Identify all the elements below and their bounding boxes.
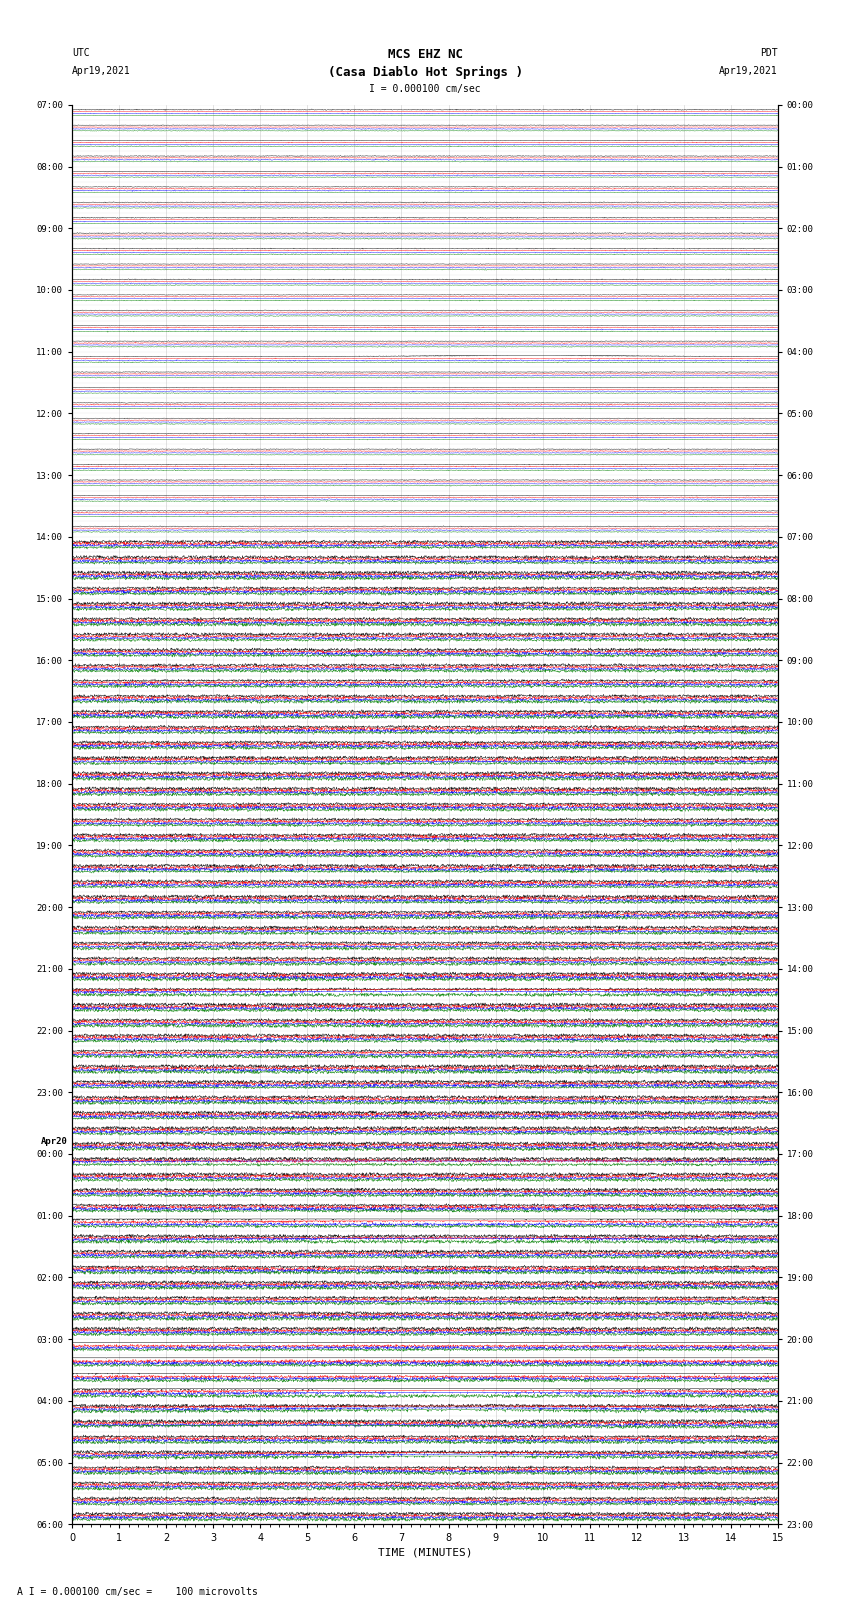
X-axis label: TIME (MINUTES): TIME (MINUTES)	[377, 1547, 473, 1558]
Text: MCS EHZ NC: MCS EHZ NC	[388, 48, 462, 61]
Text: A I = 0.000100 cm/sec =    100 microvolts: A I = 0.000100 cm/sec = 100 microvolts	[17, 1587, 258, 1597]
Text: I = 0.000100 cm/sec: I = 0.000100 cm/sec	[369, 84, 481, 94]
Text: Apr19,2021: Apr19,2021	[719, 66, 778, 76]
Text: PDT: PDT	[760, 48, 778, 58]
Text: (Casa Diablo Hot Springs ): (Casa Diablo Hot Springs )	[327, 66, 523, 79]
Text: Apr20: Apr20	[41, 1137, 68, 1145]
Text: UTC: UTC	[72, 48, 90, 58]
Text: Apr19,2021: Apr19,2021	[72, 66, 131, 76]
